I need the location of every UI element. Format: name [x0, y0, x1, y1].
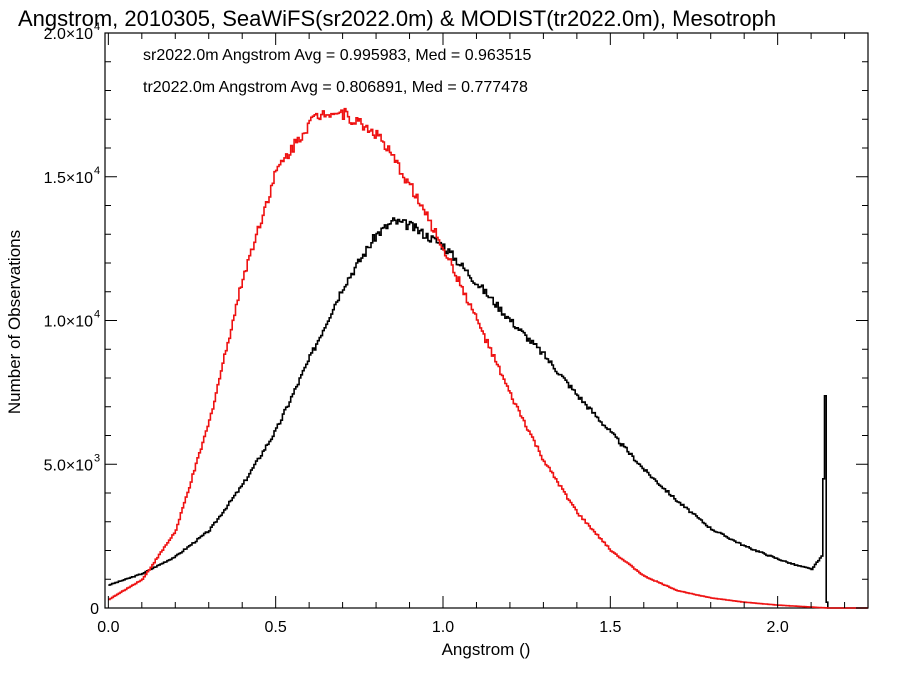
y-tick-label: 1.0×10 — [44, 314, 93, 331]
chart-title: Angstrom, 2010305, SeaWiFS(sr2022.0m) & … — [18, 6, 776, 31]
y-tick-label: 1.5×10 — [44, 170, 93, 187]
x-tick-label: 1.0 — [432, 619, 454, 636]
legend-entry-sr2022: sr2022.0m Angstrom Avg = 0.995983, Med =… — [143, 47, 532, 64]
legend-entry-tr2022: tr2022.0m Angstrom Avg = 0.806891, Med =… — [143, 79, 528, 96]
y-tick-exponent: 3 — [94, 452, 100, 464]
x-tick-label: 2.0 — [767, 619, 789, 636]
y-tick-label: 2.0×10 — [44, 26, 93, 43]
y-tick-exponent: 4 — [94, 165, 100, 177]
x-axis-label: Angstrom () — [442, 640, 531, 659]
y-tick-label: 5.0×10 — [44, 457, 93, 474]
x-tick-label: 0.5 — [265, 619, 287, 636]
series-line-1 — [108, 107, 868, 609]
plot-frame — [104, 32, 869, 609]
y-tick-label: 0 — [90, 601, 99, 618]
x-tick-label: 1.5 — [599, 619, 621, 636]
y-tick-exponent: 4 — [94, 309, 100, 321]
x-tick-label: 0.0 — [97, 619, 119, 636]
plot-area: 0.0 0.5 1.0 1.5 2.005.0×10 31.0×10 41.5×10 42.0… — [44, 21, 869, 636]
y-tick-exponent: 4 — [94, 21, 100, 33]
series-line-0 — [108, 217, 868, 609]
y-axis-label: Number of Observations — [5, 230, 24, 414]
